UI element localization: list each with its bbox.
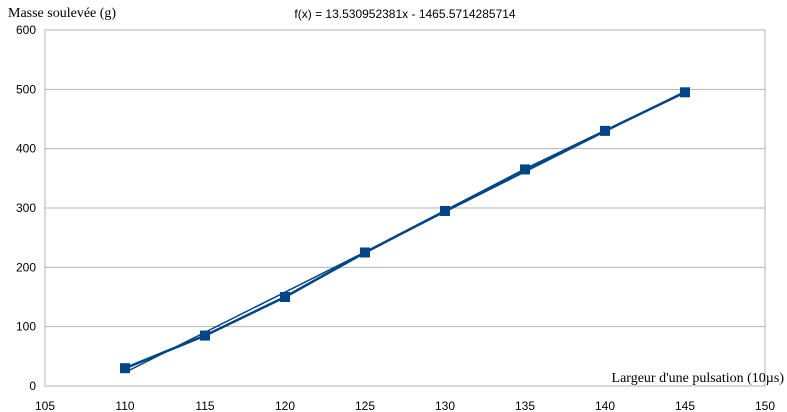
x-tick-label: 120 <box>275 399 295 412</box>
series-layer <box>120 87 690 374</box>
y-axis-label: Masse soulevée (g) <box>8 6 116 21</box>
data-point <box>120 363 130 374</box>
series-line <box>124 91 686 370</box>
data-point <box>200 330 210 341</box>
y-tick-label: 400 <box>16 142 36 156</box>
x-tick-label: 140 <box>595 399 615 412</box>
y-tick-label: 100 <box>16 320 36 334</box>
y-tick-label: 200 <box>16 260 36 274</box>
x-axis-label: Largeur d'une pulsation (10µs) <box>612 371 785 386</box>
y-tick-label: 500 <box>16 82 36 96</box>
chart-title: f(x) = 13.530952381x - 1465.5714285714 <box>294 7 516 21</box>
data-point <box>360 247 370 258</box>
x-tick-label: 135 <box>515 399 535 412</box>
y-tick-label: 300 <box>16 201 36 215</box>
data-point <box>520 164 530 175</box>
x-tick-labels: 105 110 115 120 125 130 135 140 145 150 <box>35 399 775 412</box>
x-tick-label: 105 <box>35 399 55 412</box>
x-tick-label: 130 <box>435 399 455 412</box>
data-point <box>680 87 690 98</box>
x-tick-label: 150 <box>755 399 775 412</box>
y-tick-label: 0 <box>29 379 36 393</box>
gridlines <box>45 88 765 328</box>
data-point <box>600 125 610 136</box>
x-tick-label: 125 <box>355 399 375 412</box>
y-tick-label: 600 <box>16 23 36 37</box>
y-tick-labels: 0 100 200 300 400 500 600 <box>16 23 36 393</box>
x-tick-label: 115 <box>195 399 214 412</box>
data-point <box>440 205 450 216</box>
x-tick-label: 145 <box>675 399 695 412</box>
data-point <box>280 292 290 302</box>
x-tick-label: 110 <box>115 399 134 412</box>
